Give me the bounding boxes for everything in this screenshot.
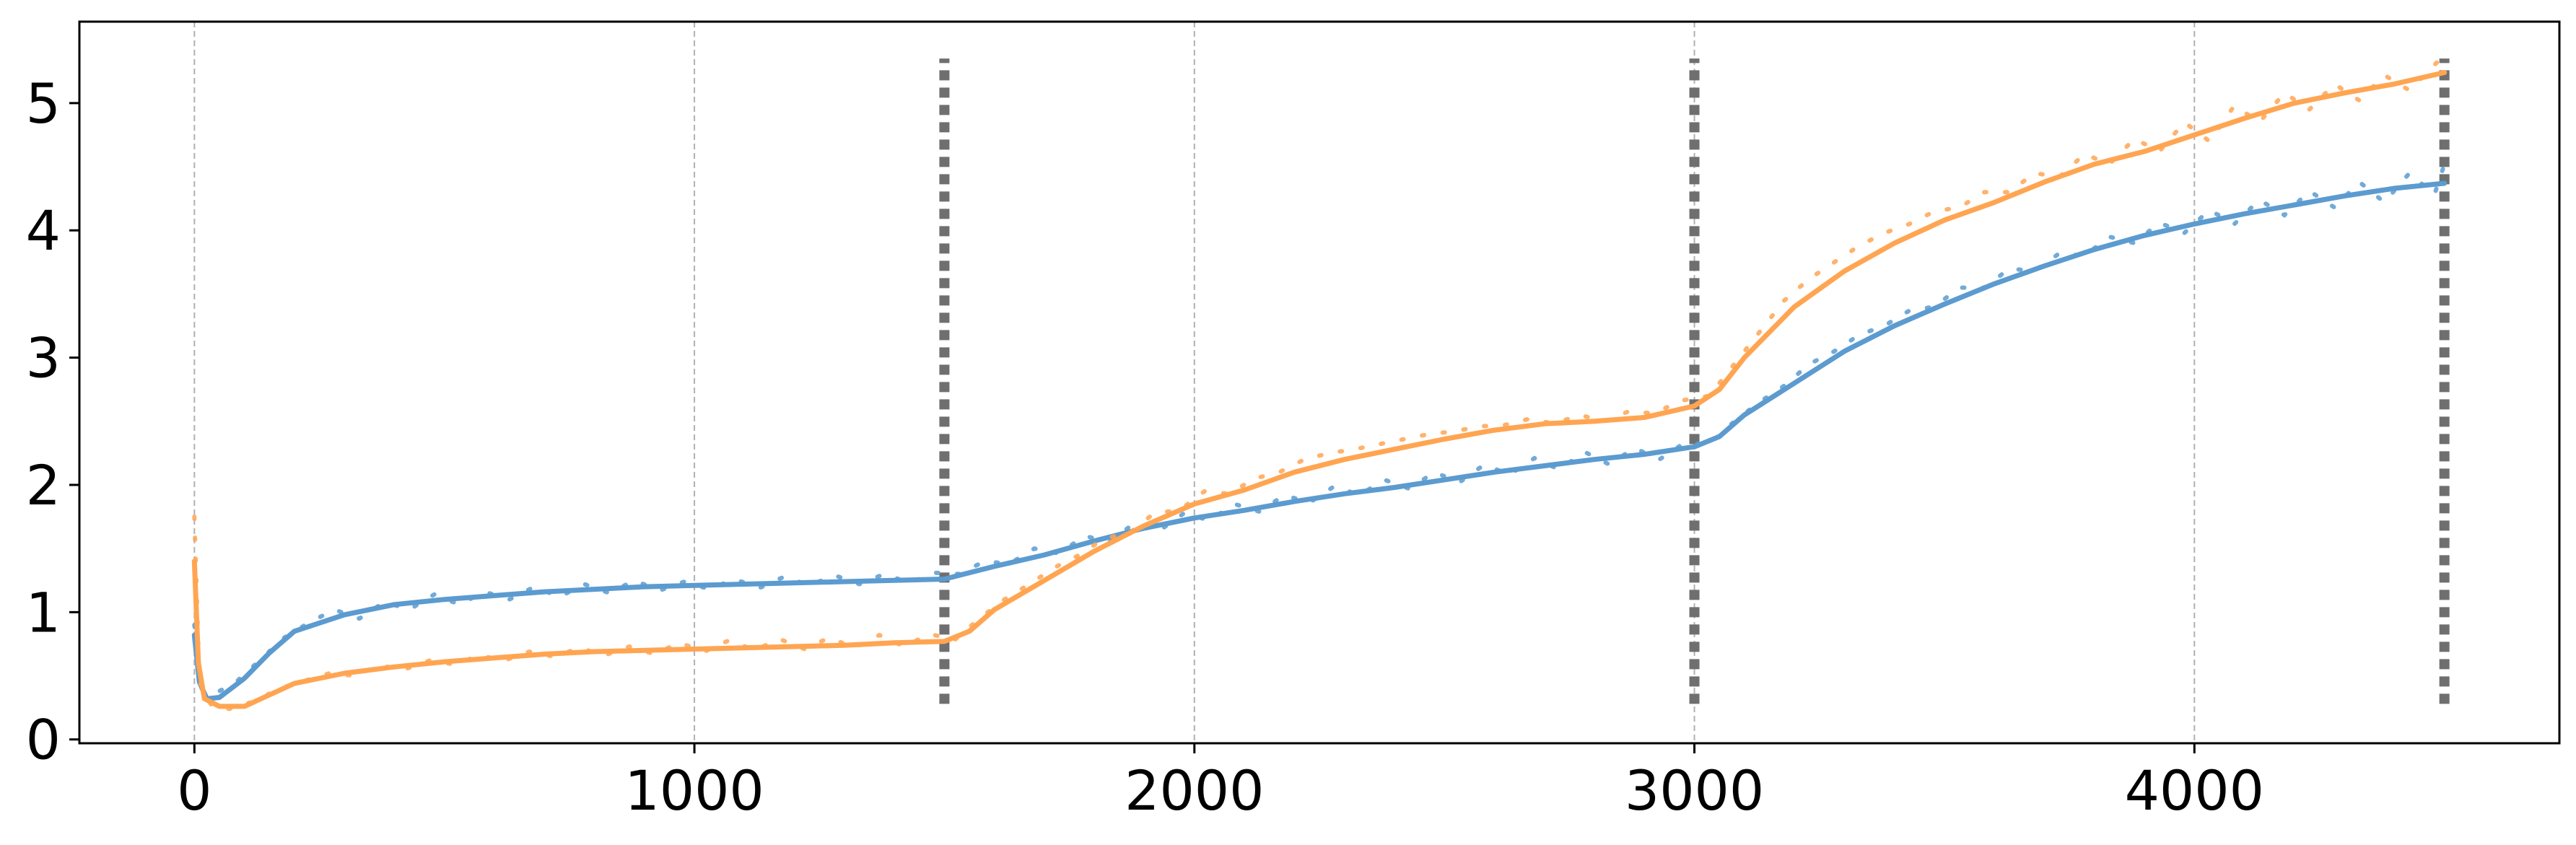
series-2-raw-line: [192, 52, 2447, 712]
series-1-smoothed-line: [191, 180, 2448, 701]
y-tick-label: 3: [26, 326, 61, 390]
y-tick-label: 4: [26, 198, 61, 263]
x-tick-label: 4000: [2125, 758, 2264, 823]
plot-frame: [78, 20, 2561, 745]
x-tick-label: 0: [177, 758, 211, 823]
axis-layer: 0 1000 2000 3000 4000 0 1 2 3 4 5: [26, 71, 2264, 823]
y-tick-label: 1: [26, 580, 61, 644]
series-1: [191, 162, 2448, 701]
series-2: [191, 52, 2448, 712]
y-tick-label: 2: [26, 453, 61, 517]
y-tick-label: 5: [26, 71, 61, 136]
series-2-smoothed-line: [191, 70, 2448, 709]
x-tick-label: 1000: [624, 758, 764, 823]
series-layer: [191, 52, 2448, 712]
x-tick-label: 2000: [1125, 758, 1264, 823]
phase-marker-layer: [939, 58, 2450, 704]
y-tick-label: 0: [26, 708, 61, 772]
x-tick-label: 3000: [1625, 758, 1764, 823]
